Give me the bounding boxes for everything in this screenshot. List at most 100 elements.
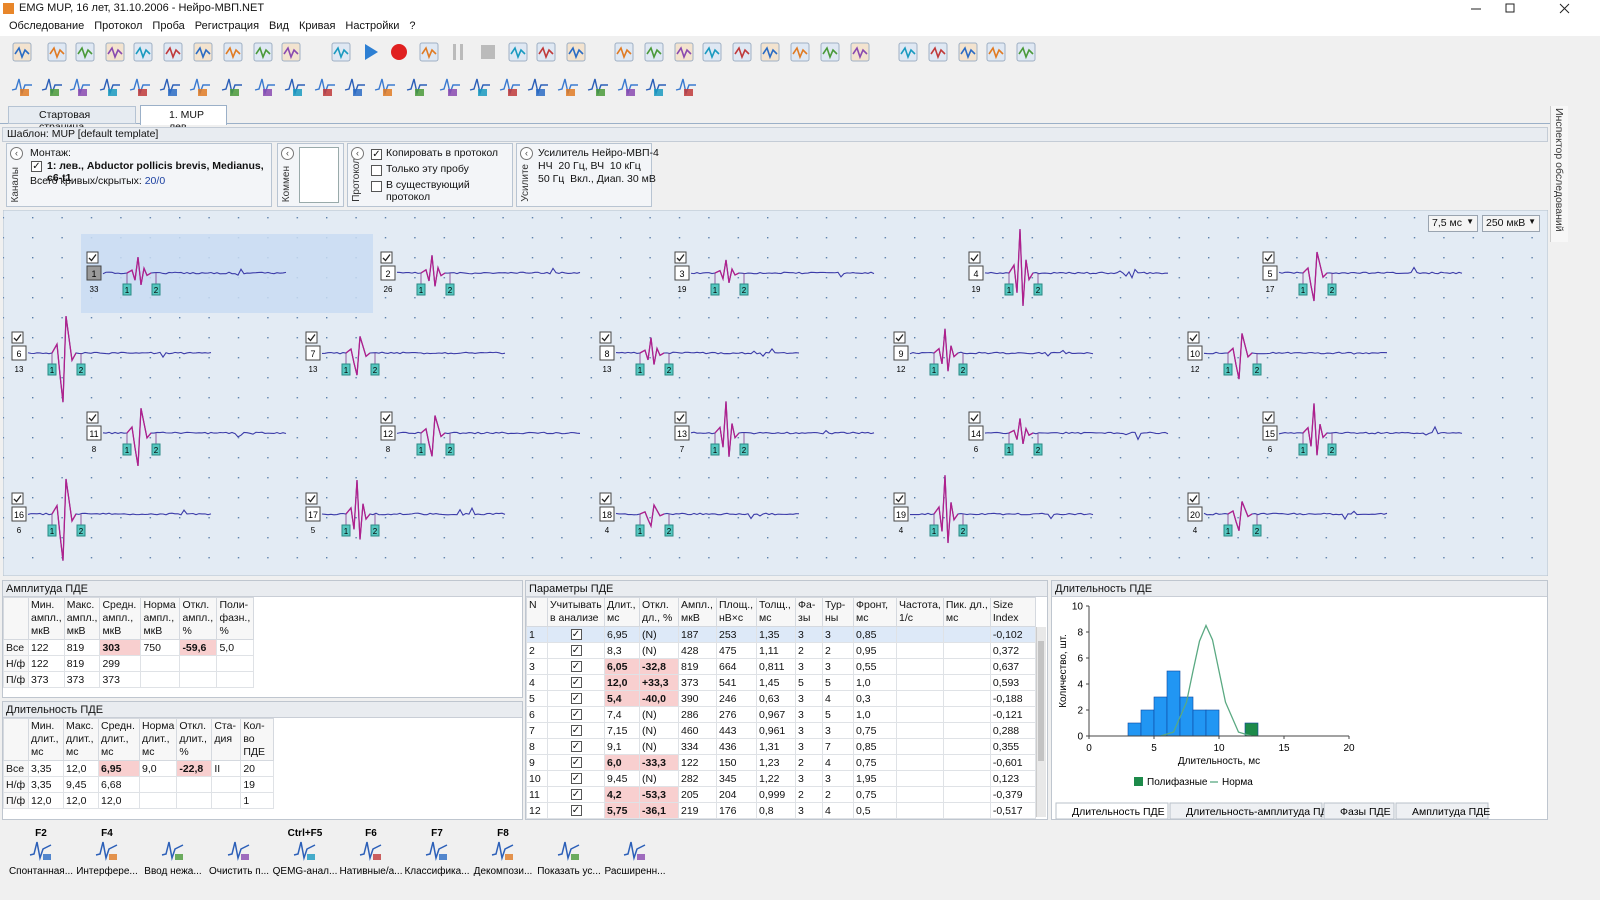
marker[interactable] bbox=[122, 443, 132, 456]
pause-button[interactable] bbox=[453, 44, 463, 60]
trace-checkbox[interactable] bbox=[1187, 492, 1200, 505]
tool-icon[interactable] bbox=[760, 42, 780, 62]
tool-icon[interactable] bbox=[47, 42, 67, 62]
tool-glyph[interactable] bbox=[675, 78, 696, 96]
marker[interactable] bbox=[151, 443, 161, 456]
trace-number-box[interactable] bbox=[674, 265, 690, 281]
trace-number-box[interactable] bbox=[380, 265, 396, 281]
menu-item[interactable]: Вид bbox=[269, 20, 289, 32]
tool-glyph[interactable] bbox=[314, 78, 335, 96]
checkbox[interactable]: ✓ bbox=[570, 741, 582, 753]
marker[interactable] bbox=[416, 443, 426, 456]
marker[interactable] bbox=[341, 524, 351, 537]
trace-number-box[interactable] bbox=[893, 345, 909, 361]
trace-number-box[interactable] bbox=[11, 506, 27, 522]
protocol-option[interactable]: Копировать в протокол bbox=[386, 147, 499, 159]
checkbox[interactable]: ✓ bbox=[371, 149, 382, 160]
marker[interactable] bbox=[1004, 443, 1014, 456]
tool-icon[interactable] bbox=[928, 42, 948, 62]
record-button[interactable] bbox=[391, 44, 407, 60]
marker[interactable] bbox=[122, 283, 132, 296]
tool-glyph[interactable] bbox=[69, 78, 90, 96]
marker[interactable] bbox=[1252, 363, 1262, 376]
tool-glyph[interactable] bbox=[129, 78, 150, 96]
inspector-strip[interactable] bbox=[1550, 106, 1568, 242]
trace-checkbox[interactable] bbox=[380, 251, 393, 264]
tool-glyph[interactable] bbox=[645, 78, 666, 96]
trace-number-box[interactable] bbox=[1187, 506, 1203, 522]
maximize[interactable] bbox=[1505, 3, 1515, 13]
tool-glyph[interactable] bbox=[159, 78, 180, 96]
marker[interactable] bbox=[445, 283, 455, 296]
marker[interactable] bbox=[1033, 443, 1043, 456]
tool-glyph[interactable] bbox=[439, 78, 460, 96]
marker[interactable] bbox=[664, 363, 674, 376]
tool-icon[interactable] bbox=[223, 42, 243, 62]
trace-checkbox[interactable] bbox=[305, 331, 318, 344]
marker[interactable] bbox=[929, 524, 939, 537]
tool-glyph[interactable] bbox=[41, 78, 62, 96]
marker[interactable] bbox=[1327, 443, 1337, 456]
trace-checkbox[interactable] bbox=[11, 492, 24, 505]
tool-icon[interactable] bbox=[958, 42, 978, 62]
tool-icon[interactable] bbox=[850, 42, 870, 62]
tool-icon[interactable] bbox=[702, 42, 722, 62]
table-row[interactable]: 10 ✓ 9,45 (N) 282 345 1,22 3 3 1,95 0,123 bbox=[526, 770, 1036, 787]
marker[interactable] bbox=[1327, 283, 1337, 296]
marker[interactable] bbox=[47, 524, 57, 537]
trace-number-box[interactable] bbox=[599, 506, 615, 522]
checkbox[interactable]: ✓ bbox=[570, 725, 582, 737]
tool-icon[interactable] bbox=[75, 42, 95, 62]
tool-glyph[interactable] bbox=[587, 78, 608, 96]
trace-number-box[interactable] bbox=[1262, 425, 1278, 441]
tab-active[interactable]: 1. MUP лев. bbox=[140, 105, 227, 133]
trace-checkbox[interactable] bbox=[1187, 331, 1200, 344]
trace-number-box[interactable] bbox=[968, 425, 984, 441]
tool-glyph[interactable] bbox=[557, 78, 578, 96]
checkbox[interactable] bbox=[371, 181, 382, 192]
tool-glyph[interactable] bbox=[374, 78, 395, 96]
checkbox[interactable] bbox=[371, 165, 382, 176]
trace-checkbox[interactable] bbox=[968, 411, 981, 424]
trace-checkbox[interactable] bbox=[1262, 251, 1275, 264]
trace-number-box[interactable] bbox=[1187, 345, 1203, 361]
trace-checkbox[interactable] bbox=[86, 411, 99, 424]
trace-checkbox[interactable] bbox=[1262, 411, 1275, 424]
marker[interactable] bbox=[151, 283, 161, 296]
tool-icon[interactable] bbox=[331, 42, 351, 62]
table-row[interactable]: 3 ✓ 6,05 -32,8 819 664 0,811 3 3 0,55 0,637 bbox=[526, 658, 1036, 675]
marker[interactable] bbox=[958, 363, 968, 376]
table-row[interactable]: 1 ✓ 6,95 (N) 187 253 1,35 3 3 0,85 -0,102 bbox=[526, 626, 1036, 643]
marker[interactable] bbox=[76, 524, 86, 537]
trace-checkbox[interactable] bbox=[380, 411, 393, 424]
tool-glyph[interactable] bbox=[527, 78, 548, 96]
marker[interactable] bbox=[1223, 524, 1233, 537]
marker[interactable] bbox=[739, 283, 749, 296]
marker[interactable] bbox=[1004, 283, 1014, 296]
play-button[interactable] bbox=[365, 44, 378, 60]
table-row[interactable]: 5 ✓ 5,4 -40,0 390 246 0,63 3 4 0,3 -0,188 bbox=[526, 690, 1036, 707]
trace-checkbox[interactable] bbox=[599, 331, 612, 344]
checkbox[interactable]: ✓ bbox=[570, 645, 582, 657]
tool-glyph[interactable] bbox=[11, 78, 32, 96]
menu-item[interactable]: Обследование bbox=[9, 20, 85, 32]
tool-icon[interactable] bbox=[614, 42, 634, 62]
tool-icon[interactable] bbox=[820, 42, 840, 62]
chart-tab[interactable] bbox=[1395, 802, 1489, 819]
tool-icon[interactable] bbox=[419, 42, 439, 62]
collapse-button[interactable]: ‹ bbox=[10, 147, 23, 160]
table-row[interactable]: 7 ✓ 7,15 (N) 460 443 0,961 3 3 0,75 0,288 bbox=[526, 722, 1036, 739]
tab[interactable]: Стартовая страница bbox=[8, 106, 136, 133]
checkbox[interactable]: ✓ bbox=[570, 677, 582, 689]
checkbox[interactable]: ✓ bbox=[570, 757, 582, 769]
tool-icon[interactable] bbox=[1016, 42, 1036, 62]
tool-icon[interactable] bbox=[281, 42, 301, 62]
trace-checkbox[interactable] bbox=[674, 411, 687, 424]
trace-number-box[interactable] bbox=[968, 265, 984, 281]
trace-number-box[interactable] bbox=[1262, 265, 1278, 281]
trace-number-box[interactable] bbox=[11, 345, 27, 361]
tool-icon[interactable] bbox=[193, 42, 213, 62]
collapse-button[interactable]: ‹ bbox=[351, 147, 364, 160]
trace-checkbox[interactable] bbox=[305, 492, 318, 505]
collapse-button[interactable]: ‹ bbox=[520, 147, 533, 160]
